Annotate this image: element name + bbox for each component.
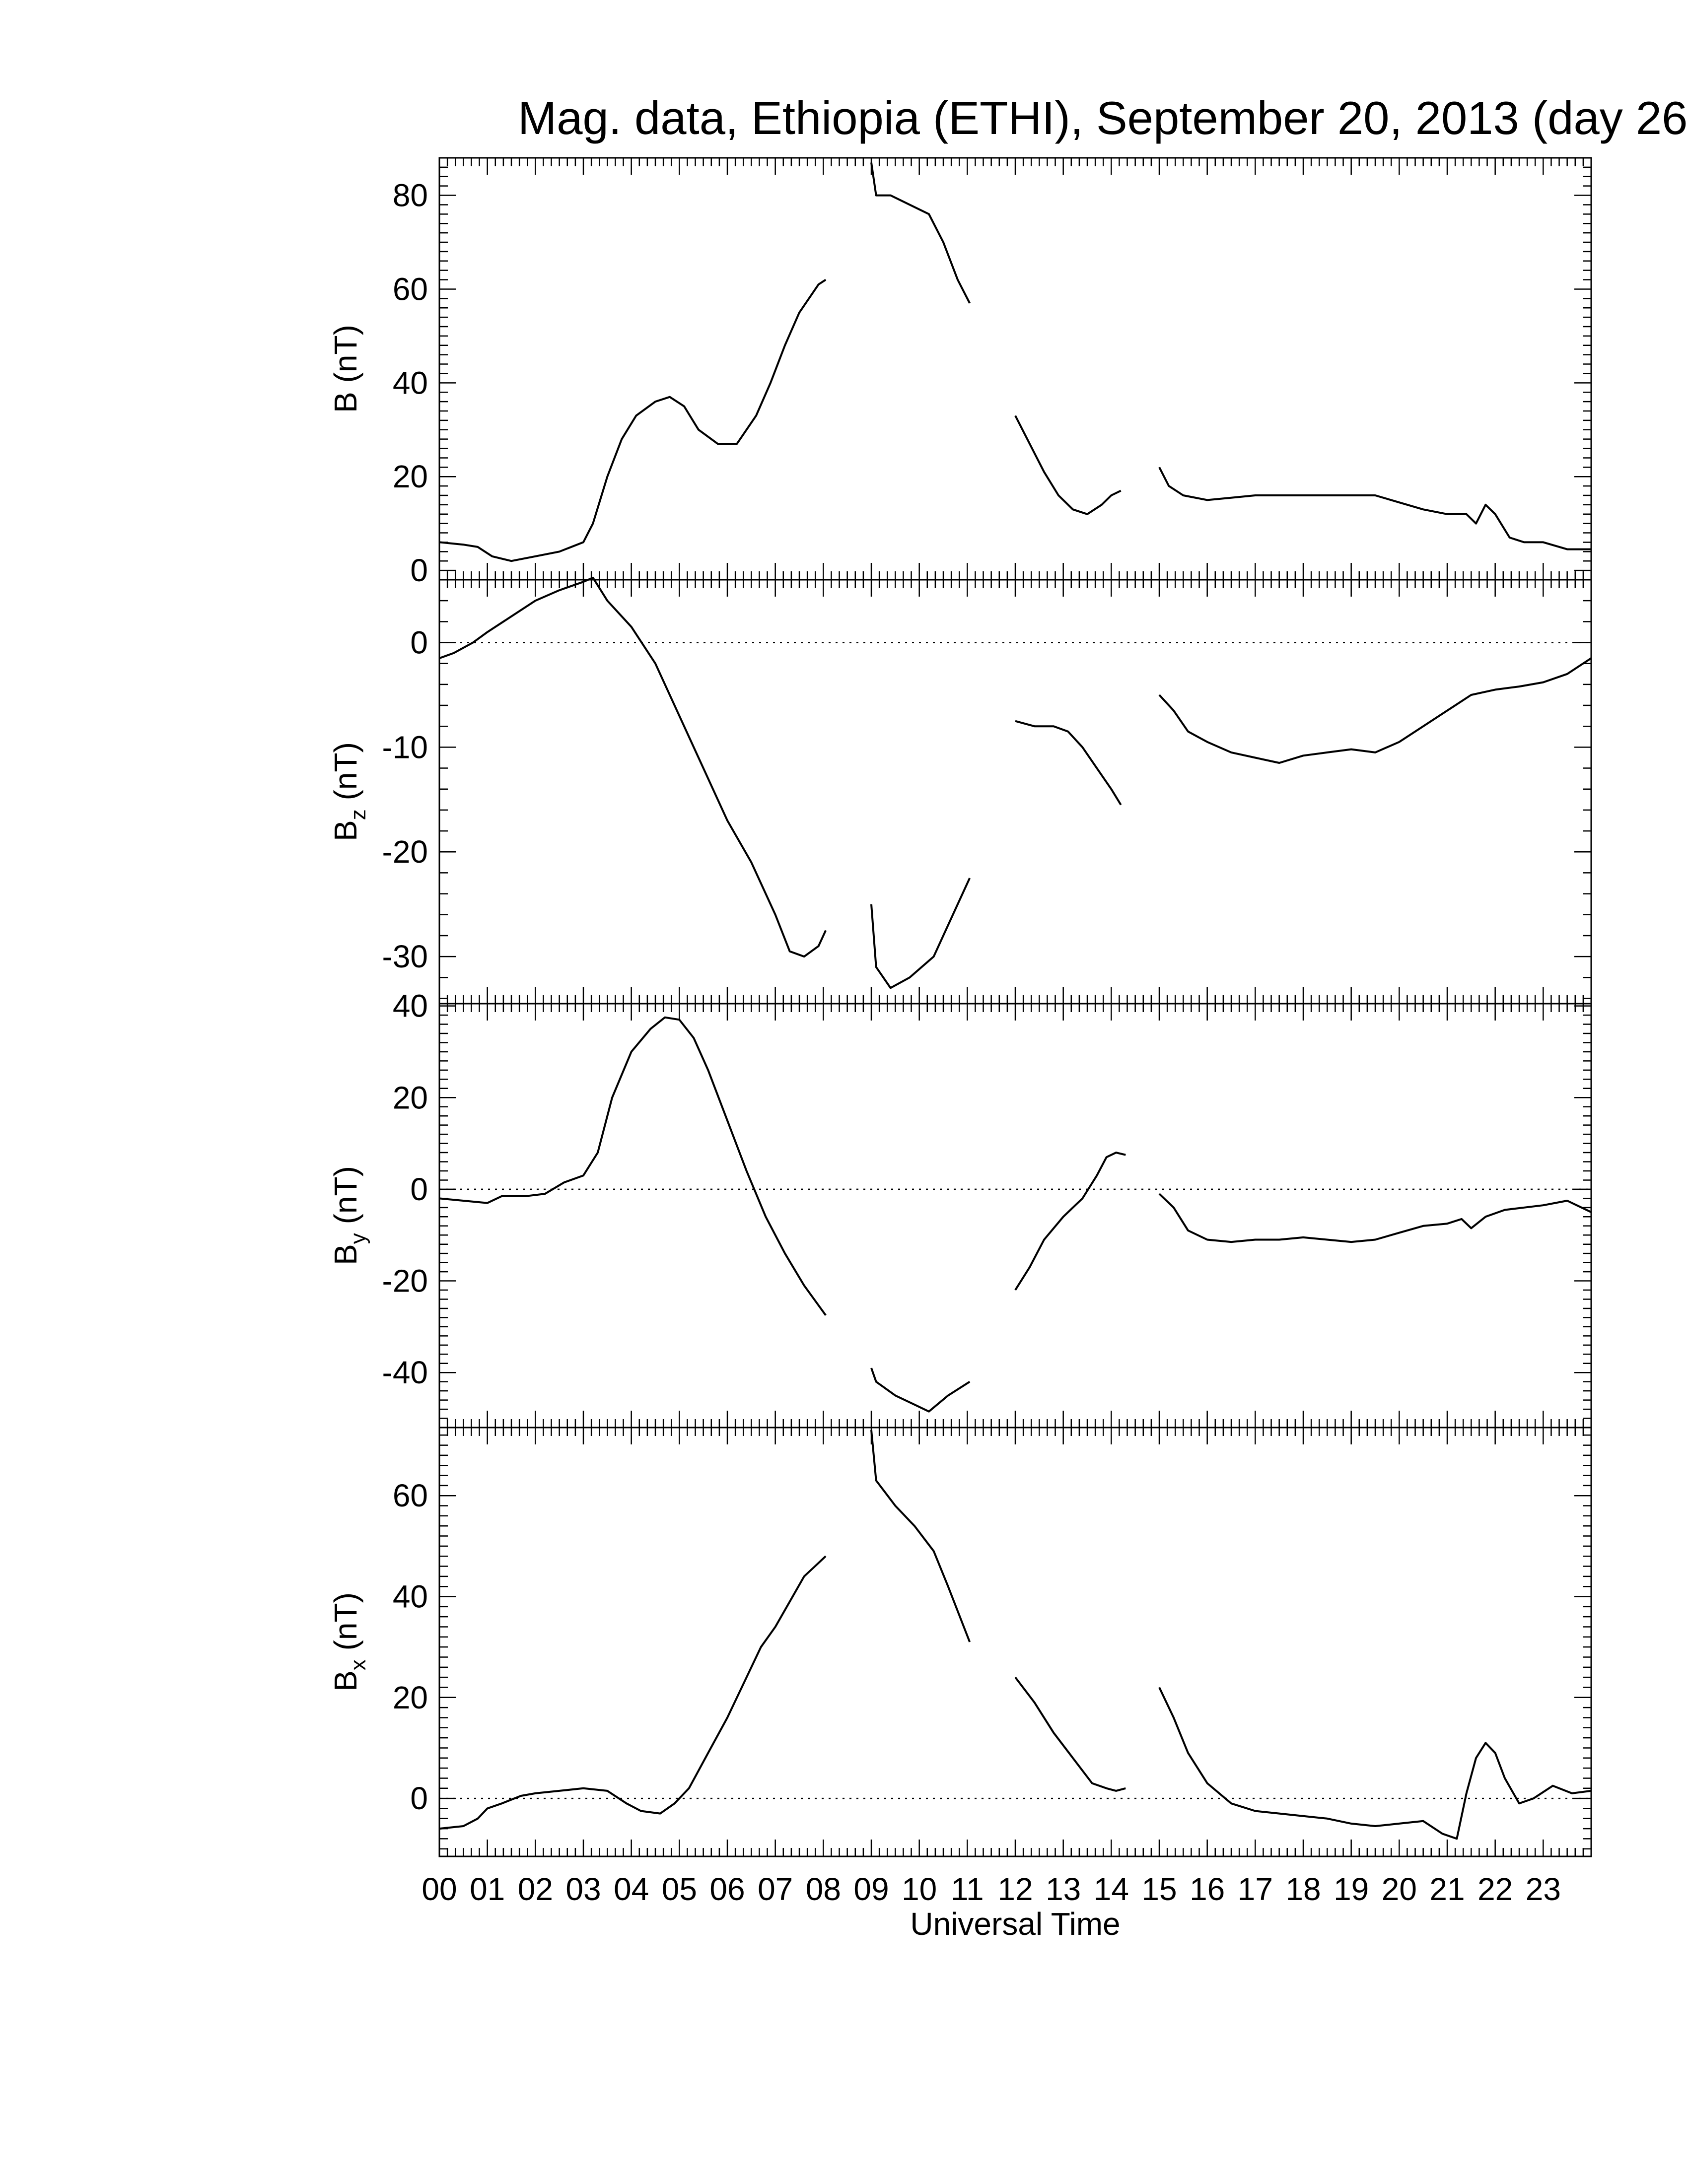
y-tick-label-Bx: 40: [393, 1579, 428, 1615]
panel-Bz: 0 -10 -20 -30 Bz (nT): [328, 576, 1592, 1005]
y-axis-label-unit-Bz: (nT): [328, 742, 363, 809]
x-tick-label: 09: [853, 1871, 889, 1907]
x-tick-label: 15: [1141, 1871, 1177, 1907]
y-axis-label-subscript-Bx: x: [346, 1659, 370, 1670]
x-tick-label: 02: [518, 1871, 553, 1907]
y-tick-label-By: -20: [382, 1263, 428, 1299]
x-axis-title: Universal Time: [910, 1906, 1120, 1942]
x-tick-label: 17: [1238, 1871, 1273, 1907]
y-axis-label-main-B: B (nT): [328, 325, 363, 413]
x-tick-label: 01: [470, 1871, 505, 1907]
x-tick-label: 11: [951, 1871, 984, 1907]
x-tick-label: 12: [997, 1871, 1033, 1907]
x-tick-label: 18: [1285, 1871, 1321, 1907]
x-tick-label: 08: [806, 1871, 841, 1907]
panels-layer: 0 20 40 60 80 B (nT) 0 -10 -20 -30 Bz (nT) 40 20 0 -20…: [328, 157, 1592, 1857]
x-tick-label: 10: [902, 1871, 937, 1907]
y-tick-label-Bz: -20: [382, 834, 428, 870]
y-tick-label-B: 40: [393, 365, 428, 401]
series-line-Bx-segment-3: [1014, 1676, 1126, 1792]
series-line-B-segment-1: [439, 278, 827, 562]
series-line-Bx-segment-1: [439, 1555, 827, 1830]
panel-Bx: 60 40 20 0 Bx (nT): [328, 1427, 1592, 1857]
x-tick-label: 03: [565, 1871, 601, 1907]
y-tick-label-Bx: 20: [393, 1680, 428, 1715]
y-axis-label-main-Bz: B: [328, 820, 363, 841]
series-line-Bz-segment-1: [439, 576, 827, 958]
x-tick-label: 16: [1190, 1871, 1225, 1907]
y-axis-label-unit-By: (nT): [328, 1166, 363, 1233]
y-axis-label-B: B (nT): [328, 325, 363, 413]
series-line-B-segment-3: [1014, 415, 1122, 515]
y-tick-label-By: 0: [410, 1171, 428, 1207]
x-tick-label: 21: [1429, 1871, 1465, 1907]
y-axis-label-By: By (nT): [328, 1166, 370, 1265]
series-line-By-segment-1: [439, 1016, 827, 1316]
series-line-By-segment-4: [1158, 1193, 1592, 1243]
x-axis-layer: 00 01 02 03 04 05 06 07 08 09 10 11 12 13 14 15 16 17 18 19…: [422, 1871, 1561, 1907]
x-tick-label: 13: [1046, 1871, 1081, 1907]
y-axis-label-main-By: B: [328, 1244, 363, 1265]
x-tick-label: 05: [662, 1871, 697, 1907]
series-line-Bz-segment-4: [1158, 657, 1592, 764]
x-tick-label: 23: [1526, 1871, 1561, 1907]
series-line-Bx-segment-2: [870, 1430, 971, 1642]
y-tick-label-Bz: -10: [382, 729, 428, 765]
x-tick-label: 00: [422, 1871, 457, 1907]
x-tick-label: 07: [758, 1871, 793, 1907]
panel-B: 0 20 40 60 80 B (nT): [328, 157, 1592, 588]
series-line-Bz-segment-3: [1015, 720, 1122, 806]
y-tick-label-Bx: 60: [393, 1478, 428, 1513]
y-tick-label-Bz: 0: [410, 625, 428, 661]
y-axis-label-subscript-Bz: z: [346, 809, 370, 820]
y-axis-label-Bx: Bx (nT): [328, 1592, 370, 1692]
x-tick-label: 19: [1334, 1871, 1369, 1907]
series-line-Bx-segment-4: [1158, 1687, 1592, 1840]
y-axis-label-unit-Bx: (nT): [328, 1592, 363, 1659]
y-tick-label-Bz: -30: [382, 939, 428, 974]
y-axis-label-main-Bx: B: [328, 1670, 363, 1692]
series-line-By-segment-3: [1014, 1152, 1126, 1291]
y-tick-label-By: -40: [382, 1355, 428, 1390]
x-tick-label: 22: [1477, 1871, 1513, 1907]
series-line-B-segment-2: [870, 162, 971, 304]
series-line-Bz-segment-2: [870, 878, 971, 989]
x-tick-label: 04: [614, 1871, 649, 1907]
y-tick-label-B: 60: [393, 271, 428, 307]
y-tick-label-B: 0: [410, 552, 428, 588]
chart-title: Mag. data, Ethiopia (ETHI), September 20…: [518, 92, 1688, 144]
y-tick-label-By: 40: [393, 988, 428, 1024]
y-tick-label-By: 20: [393, 1080, 428, 1115]
series-line-B-segment-4: [1158, 467, 1591, 550]
y-axis-label-subscript-By: y: [346, 1233, 370, 1244]
x-tick-label: 20: [1382, 1871, 1417, 1907]
y-tick-label-Bx: 0: [410, 1780, 428, 1816]
y-tick-label-B: 80: [393, 178, 428, 213]
x-tick-label: 14: [1094, 1871, 1129, 1907]
y-axis-label-Bz: Bz (nT): [328, 742, 370, 841]
series-line-By-segment-2: [870, 1367, 971, 1413]
y-tick-label-B: 20: [393, 459, 428, 494]
x-tick-label: 06: [709, 1871, 745, 1907]
